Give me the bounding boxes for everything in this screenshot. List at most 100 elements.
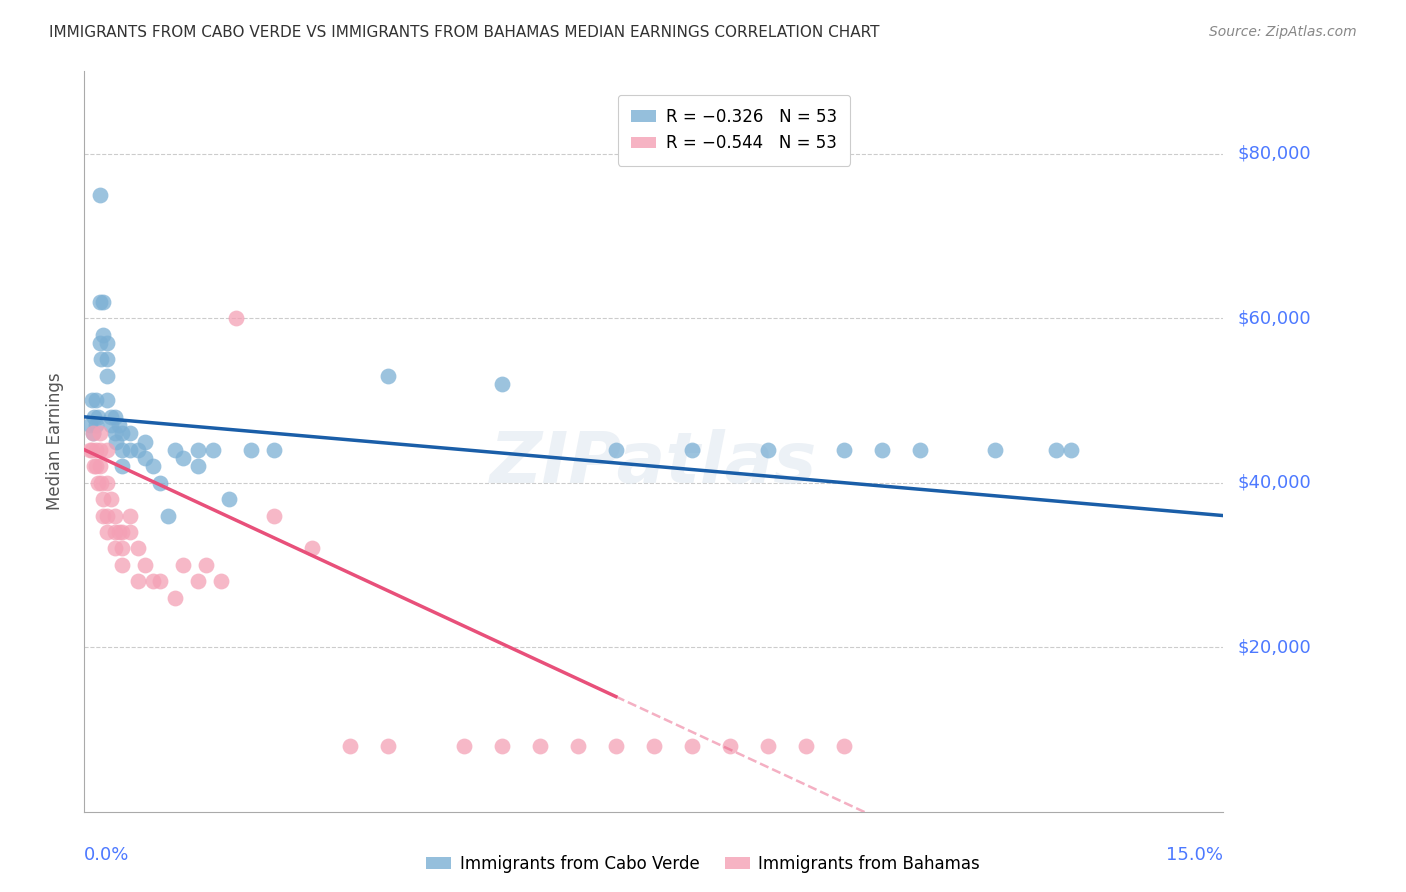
Point (681, 739, 703, 753)
Point (93, 327, 115, 342)
Point (240, 442, 263, 457)
Point (194, 558, 217, 572)
Point (118, 442, 141, 457)
Point (156, 508, 179, 523)
Point (111, 541, 134, 556)
Point (84, 418, 107, 433)
Point (111, 459, 134, 474)
Point (93, 492, 115, 507)
Point (105, 434, 128, 449)
Point (187, 459, 209, 474)
Text: Source: ZipAtlas.com: Source: ZipAtlas.com (1209, 25, 1357, 39)
Point (93, 294, 115, 309)
Point (104, 541, 127, 556)
Point (89, 459, 111, 474)
Text: $80,000: $80,000 (1237, 145, 1310, 162)
Point (118, 426, 141, 441)
Point (84, 459, 107, 474)
Point (118, 524, 141, 539)
Point (89, 426, 111, 441)
Point (100, 418, 122, 433)
Point (104, 426, 127, 441)
Legend: R = −0.326   N = 53, R = −0.544   N = 53: R = −0.326 N = 53, R = −0.544 N = 53 (617, 95, 851, 166)
Text: $20,000: $20,000 (1237, 638, 1310, 657)
Legend: Immigrants from Cabo Verde, Immigrants from Bahamas: Immigrants from Cabo Verde, Immigrants f… (420, 848, 986, 880)
Text: $40,000: $40,000 (1237, 474, 1310, 491)
Point (984, 442, 1007, 457)
Point (83, 409, 105, 424)
Point (218, 492, 240, 507)
Y-axis label: Median Earnings: Median Earnings (45, 373, 63, 510)
Point (83, 459, 105, 474)
Point (870, 442, 893, 457)
Point (134, 558, 156, 572)
Text: ZIPatlas: ZIPatlas (491, 429, 817, 499)
Point (165, 591, 187, 605)
Point (209, 574, 232, 589)
Point (756, 739, 779, 753)
Point (529, 739, 551, 753)
Point (84, 442, 107, 457)
Point (134, 434, 156, 449)
Point (127, 541, 149, 556)
Point (100, 409, 122, 424)
Point (111, 558, 134, 572)
Point (89, 187, 111, 202)
Point (111, 442, 134, 457)
Point (202, 442, 225, 457)
Point (263, 508, 285, 523)
Point (127, 574, 149, 589)
Point (832, 739, 855, 753)
Point (149, 574, 172, 589)
Point (605, 739, 627, 753)
Point (79, 442, 101, 457)
Point (82, 426, 104, 441)
Point (453, 739, 475, 753)
Point (96, 335, 118, 350)
Point (100, 492, 122, 507)
Point (90, 352, 112, 367)
Point (718, 739, 741, 753)
Point (96, 475, 118, 490)
Point (104, 508, 127, 523)
Point (96, 393, 118, 408)
Point (96, 442, 118, 457)
Point (96, 368, 118, 383)
Point (104, 409, 127, 424)
Point (491, 376, 513, 391)
Point (118, 508, 141, 523)
Point (87, 409, 110, 424)
Point (172, 450, 194, 465)
Point (89, 335, 111, 350)
Point (377, 368, 399, 383)
Point (643, 739, 665, 753)
Point (111, 524, 134, 539)
Point (794, 739, 817, 753)
Point (567, 739, 589, 753)
Point (1045, 442, 1067, 457)
Point (96, 524, 118, 539)
Point (142, 459, 165, 474)
Point (681, 442, 703, 457)
Point (172, 558, 194, 572)
Text: 15.0%: 15.0% (1166, 847, 1223, 864)
Text: 0.0%: 0.0% (84, 847, 129, 864)
Point (107, 418, 129, 433)
Point (89, 442, 111, 457)
Point (377, 739, 399, 753)
Point (104, 524, 127, 539)
Point (87, 475, 110, 490)
Point (187, 442, 209, 457)
Point (111, 426, 134, 441)
Point (93, 508, 115, 523)
Point (127, 442, 149, 457)
Point (80, 393, 103, 408)
Point (832, 442, 855, 457)
Point (107, 524, 129, 539)
Point (84, 393, 107, 408)
Point (82, 426, 104, 441)
Point (80, 442, 103, 457)
Text: IMMIGRANTS FROM CABO VERDE VS IMMIGRANTS FROM BAHAMAS MEDIAN EARNINGS CORRELATIO: IMMIGRANTS FROM CABO VERDE VS IMMIGRANTS… (49, 25, 880, 40)
Point (142, 574, 165, 589)
Point (756, 442, 779, 457)
